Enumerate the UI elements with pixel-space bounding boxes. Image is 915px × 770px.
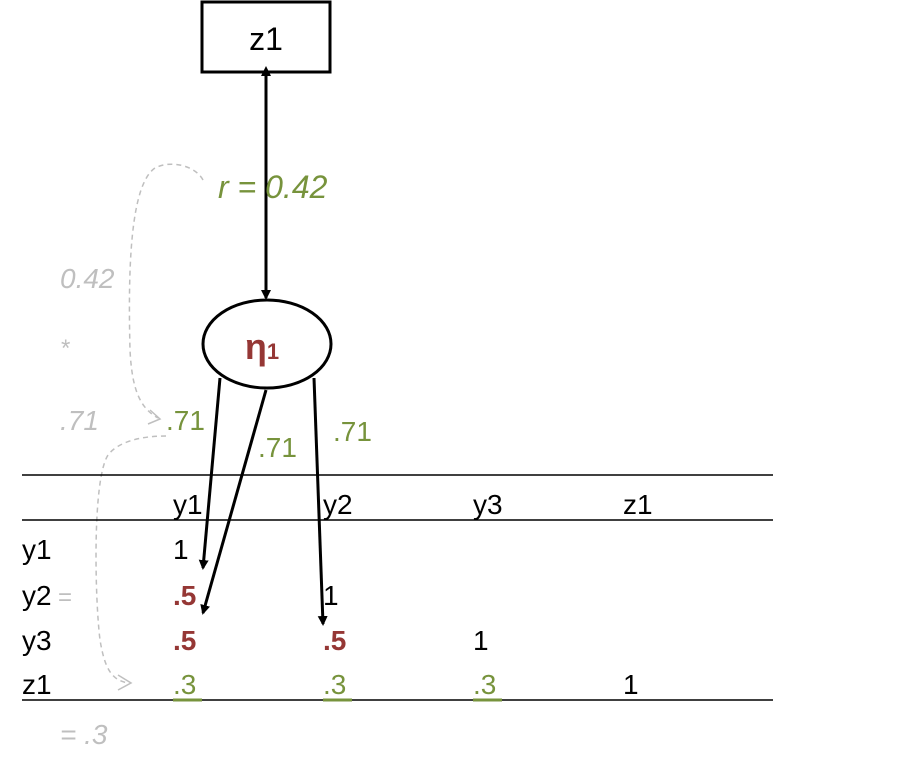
loading-label-1: .71 <box>166 405 205 436</box>
latent-label: η1 <box>245 326 279 367</box>
observed-box-z1 <box>200 0 332 74</box>
latent-ellipse <box>201 298 333 390</box>
row-y2-equals-hint: = <box>58 584 72 611</box>
cell-y1-y1: 1 <box>173 534 189 565</box>
cell-y2-y2: 1 <box>323 580 339 611</box>
row-label-y3: y3 <box>22 625 52 656</box>
col-header-y3: y3 <box>473 489 503 520</box>
correlation-label: r = 0.42 <box>218 169 328 205</box>
cell-z1-z1: 1 <box>623 669 639 700</box>
cell-z1-y3: .3 <box>473 669 496 700</box>
cell-y3-y1: .5 <box>173 625 196 656</box>
cell-z1-y1: .3 <box>173 669 196 700</box>
row-label-y2: y2 <box>22 580 52 611</box>
col-header-y1: y1 <box>173 489 203 520</box>
loading-label-3: .71 <box>333 416 372 447</box>
loading-arrow-y1 <box>198 377 222 570</box>
col-header-z1: z1 <box>623 489 653 520</box>
calc-first-factor: 0.42 <box>60 263 115 294</box>
calc-connector-top-head <box>147 409 162 425</box>
cell-y3-y2: .5 <box>323 625 346 656</box>
calc-result: = .3 <box>60 719 108 750</box>
latent-subscript: 1 <box>267 339 279 364</box>
calc-connector-top <box>128 163 204 419</box>
calc-connector-bottom <box>95 435 167 684</box>
loading-arrow-y3 <box>312 377 328 626</box>
cell-y3-y3: 1 <box>473 625 489 656</box>
calc-connector-bottom-head <box>117 674 133 691</box>
loading-arrow-y2 <box>200 389 268 615</box>
calc-second-factor: .71 <box>60 405 99 436</box>
cell-y2-y1: .5 <box>173 580 196 611</box>
cell-z1-y2: .3 <box>323 669 346 700</box>
loading-label-2: .71 <box>258 432 297 463</box>
observed-box-label: z1 <box>249 21 283 57</box>
col-header-y2: y2 <box>323 489 353 520</box>
calc-operator: * <box>60 335 70 362</box>
row-label-y1: y1 <box>22 534 52 565</box>
latent-symbol: η <box>245 326 267 367</box>
row-label-z1: z1 <box>22 669 52 700</box>
